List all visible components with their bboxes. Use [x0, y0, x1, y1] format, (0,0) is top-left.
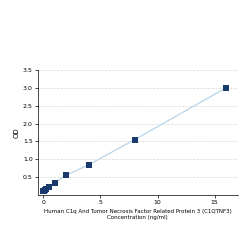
Point: [64, 173, 68, 177]
Point: [53, 180, 57, 184]
Point: [43, 188, 47, 192]
Point: [44, 187, 48, 191]
Point: [47, 185, 51, 189]
Y-axis label: OD: OD: [14, 127, 20, 138]
Point: [87, 163, 91, 167]
X-axis label: Human C1q And Tumor Necrosis Factor Related Protein 3 (C1QTNF3)
Concentration (n: Human C1q And Tumor Necrosis Factor Rela…: [44, 209, 232, 220]
Point: [224, 86, 228, 90]
Point: [41, 190, 45, 194]
Point: [133, 138, 137, 142]
Point: [42, 189, 46, 193]
